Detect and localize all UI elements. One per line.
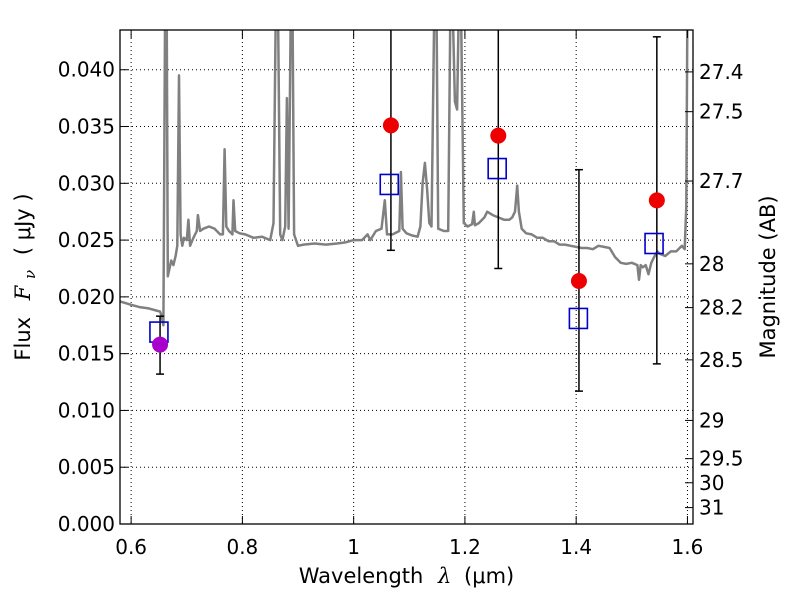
synthetic-point bbox=[487, 157, 507, 180]
y-tick-label: 0.020 bbox=[58, 285, 115, 309]
y-tick-label: 0.030 bbox=[58, 171, 115, 195]
observed-point bbox=[570, 272, 587, 289]
right-tick-label: 27.7 bbox=[699, 169, 744, 193]
right-tick-label: 28.2 bbox=[699, 296, 744, 320]
synthetic-point bbox=[379, 173, 400, 196]
y-axis-label: Flux F ν ( μJy ) bbox=[11, 193, 40, 360]
right-tick-label: 29 bbox=[699, 408, 724, 432]
x-axis-label: Wavelength λ (μm) bbox=[299, 564, 514, 588]
y-axis-label-symbol: F bbox=[11, 284, 35, 301]
y-axis-label-text: Flux bbox=[11, 317, 35, 361]
y-tick-label: 0.015 bbox=[58, 342, 115, 366]
x-tick-label: 0.8 bbox=[226, 535, 258, 559]
observed-point bbox=[648, 192, 665, 209]
plot-frame bbox=[119, 29, 694, 525]
x-axis-label-text: Wavelength bbox=[299, 564, 424, 588]
right-tick-label: 28.5 bbox=[699, 348, 744, 372]
y-tick-label: 0.035 bbox=[58, 115, 115, 139]
grid bbox=[120, 30, 693, 525]
axis-ticks: 0.6 0.8 1 1.2 1.4 1.6 0.000 0.005 0.010 0.015 0.02… bbox=[58, 30, 744, 559]
right-axis-label: Magnitude (AB) bbox=[756, 195, 780, 358]
observed-point bbox=[152, 336, 169, 353]
x-tick-label: 1 bbox=[347, 535, 360, 559]
model-spectrum-line bbox=[120, 30, 689, 327]
right-tick-label: 30 bbox=[699, 471, 724, 495]
y-tick-label: 0.025 bbox=[58, 228, 115, 252]
x-tick-label: 0.6 bbox=[115, 535, 147, 559]
y-tick-label: 0.040 bbox=[58, 58, 115, 82]
synthetic-point bbox=[644, 232, 664, 255]
x-axis-label-unit: (μm) bbox=[464, 564, 514, 588]
plot-area bbox=[120, 30, 689, 392]
y-tick-label: 0.000 bbox=[58, 512, 115, 536]
observed-point bbox=[382, 117, 399, 134]
right-tick-label: 29.5 bbox=[699, 447, 744, 471]
right-tick-label: 27.4 bbox=[699, 60, 744, 84]
right-tick-label: 31 bbox=[699, 496, 724, 520]
right-tick-label: 27.5 bbox=[699, 100, 744, 124]
x-axis-label-symbol: λ bbox=[437, 564, 451, 588]
x-tick-label: 1.4 bbox=[560, 535, 592, 559]
synthetic-point bbox=[568, 307, 589, 330]
y-axis-label-unit: ( μJy ) bbox=[11, 193, 35, 255]
y-tick-label: 0.010 bbox=[58, 398, 115, 422]
observed-point bbox=[490, 127, 507, 144]
right-tick-label: 28 bbox=[699, 252, 724, 276]
y-axis-label-subscript: ν bbox=[21, 270, 39, 279]
x-tick-label: 1.6 bbox=[672, 535, 704, 559]
x-tick-label: 1.2 bbox=[449, 535, 481, 559]
y-tick-label: 0.005 bbox=[58, 455, 115, 479]
